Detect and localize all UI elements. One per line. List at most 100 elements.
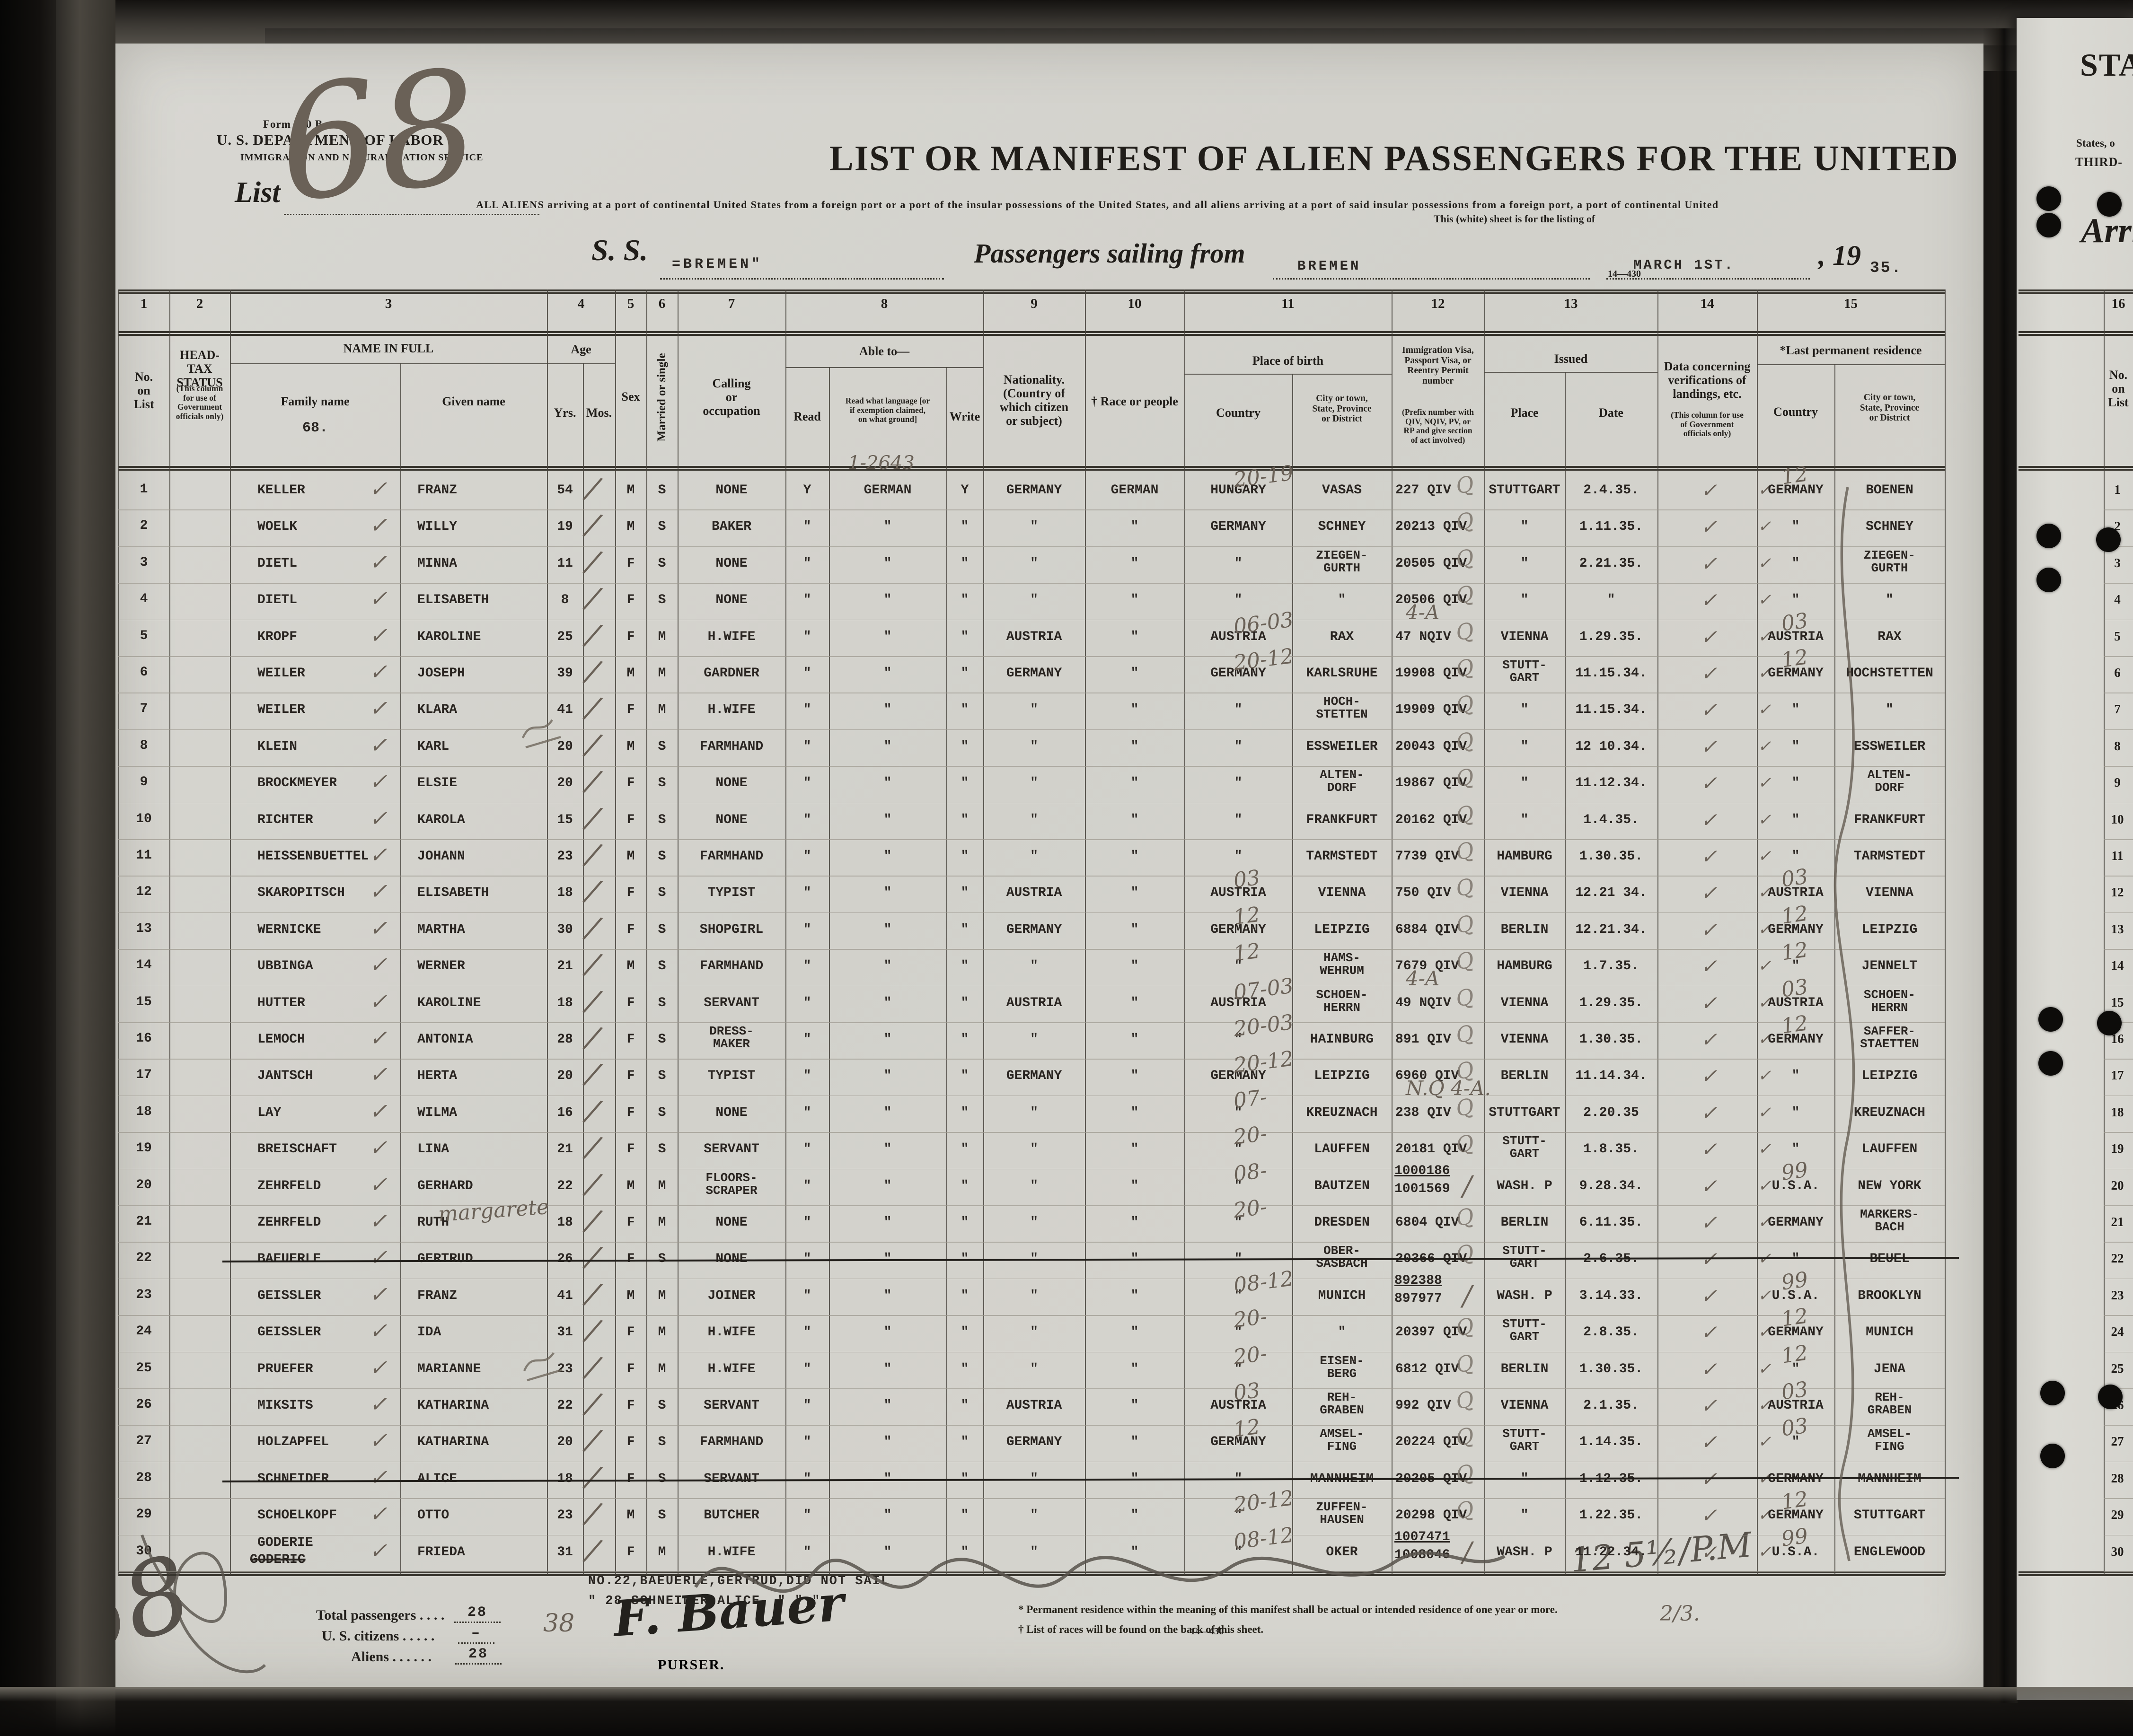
side-column-header: No. on List — [2108, 368, 2129, 409]
residence-city: FRANKFURT — [1853, 812, 1926, 827]
issued-date: 11.12.34. — [1575, 776, 1647, 791]
side-rule — [2018, 466, 2133, 468]
aliens-label: Aliens . . . . . . — [351, 1649, 432, 1665]
column-header: (This column for use of Government offic… — [176, 384, 224, 421]
side-row-separator — [2104, 839, 2133, 840]
side-row-separator — [2104, 1461, 2133, 1463]
side-row-separator — [2104, 1242, 2133, 1243]
column-header: HEAD-TAX STATUS — [176, 348, 223, 389]
pencil-check-verification: ✓ — [1701, 698, 1718, 722]
pencil-check-verification: ✓ — [1701, 515, 1718, 539]
birth-city: SCHNEY — [1318, 519, 1366, 535]
side-row-number: 25 — [2111, 1361, 2124, 1376]
side-row-number: 19 — [2111, 1141, 2124, 1156]
column-header: Read — [793, 410, 821, 423]
birth-country: " — [1234, 849, 1243, 864]
row-separator — [118, 1059, 1945, 1060]
punch-hole — [2097, 192, 2122, 217]
subtitle-line1: ALL ALIENS arriving at a port of contine… — [476, 199, 1719, 210]
visa-number: 19909 QIV — [1395, 702, 1467, 718]
scan-edge-left-inner — [56, 0, 115, 1736]
pencil-check-verification: ✓ — [1701, 772, 1718, 795]
residence-country: AUSTRIA — [1768, 886, 1824, 901]
family-name: WOELK — [257, 519, 298, 535]
punch-hole — [2036, 568, 2061, 592]
header-bottom-rule — [118, 466, 1945, 468]
pencil-check-name: ✓ — [369, 842, 388, 868]
race-or-people: " — [1130, 666, 1139, 681]
column-rule — [946, 367, 947, 1575]
visa-number: 227 QIV — [1395, 483, 1451, 498]
sex: M — [626, 483, 635, 498]
row-separator — [118, 839, 1945, 840]
side-row-separator — [2104, 1534, 2133, 1536]
given-name: JOHANN — [417, 849, 465, 864]
punch-hole — [2098, 1385, 2123, 1409]
nationality: GERMANY — [1006, 483, 1062, 498]
column-number: 1 — [140, 296, 148, 311]
pencil-note-language: 1-2643 — [848, 452, 915, 474]
ship-name: =BREMEN" — [672, 256, 763, 272]
side-row-separator — [2104, 583, 2133, 584]
row-separator — [118, 1498, 1945, 1499]
residence-city: BOENEN — [1866, 483, 1913, 498]
column-header: † Race or people — [1091, 395, 1178, 408]
column-header: Country — [1773, 405, 1818, 419]
year-printed: , 19 — [1818, 240, 1861, 271]
manifest-sheet — [115, 44, 1983, 1689]
scan-edge-bottom — [0, 1687, 2133, 1736]
column-rule — [785, 289, 786, 1575]
able-to-write: Y — [961, 483, 969, 498]
able-to-read: " — [803, 739, 811, 754]
issued-place: " — [1520, 812, 1529, 827]
pencil-check-residence: ✓ — [1758, 517, 1772, 536]
pencil-check-verification: ✓ — [1701, 588, 1718, 612]
row-separator — [118, 656, 1945, 657]
table-top-rule — [118, 289, 1945, 291]
list-label: List — [235, 176, 281, 209]
visa-number: 47 NQIV — [1395, 629, 1451, 644]
pencil-check-name: ✓ — [369, 695, 388, 721]
able-to-write: " — [961, 702, 969, 718]
residence-country: " — [1791, 739, 1800, 754]
birth-country: " — [1234, 556, 1243, 571]
us-citizens-value: – — [458, 1625, 495, 1644]
row-separator — [118, 1132, 1945, 1133]
column-header: Country — [1216, 406, 1260, 420]
row-separator — [118, 802, 1945, 804]
column-rule — [1484, 289, 1485, 1575]
pencil-check-name: ✓ — [369, 622, 388, 648]
race-or-people: " — [1130, 702, 1139, 718]
column-header: Place of birth — [1252, 354, 1324, 368]
sex: M — [626, 519, 635, 535]
able-to-read: " — [803, 812, 811, 827]
birth-city: HOCH- STETTEN — [1316, 694, 1368, 722]
subtitle-line2: This (white) sheet is for the listing of — [1434, 213, 1595, 225]
residence-city: SCHNEY — [1866, 519, 1913, 535]
able-to-read: " — [803, 519, 811, 535]
pencil-check-residence: ✓ — [1758, 481, 1772, 500]
service-title: IMMIGRATION AND NATURALIZATION SERVICE — [240, 152, 484, 163]
residence-country: GERMANY — [1768, 666, 1824, 681]
family-name: BROCKMEYER — [257, 776, 337, 791]
residence-city: " — [1886, 702, 1894, 718]
pencil-check-residence: ✓ — [1758, 810, 1772, 829]
pencil-check-residence: ✓ — [1758, 736, 1772, 756]
ship-name-line — [660, 278, 944, 280]
port-line — [1273, 278, 1590, 280]
race-or-people: " — [1130, 812, 1139, 827]
read-language: " — [883, 519, 892, 535]
birth-city: " — [1338, 593, 1346, 608]
punch-hole — [2036, 186, 2061, 211]
able-to-write: " — [961, 629, 969, 644]
column-number: 8 — [881, 296, 888, 311]
occupation: NONE — [715, 556, 748, 571]
residence-country: " — [1791, 849, 1800, 864]
pencil-check-name: ✓ — [369, 805, 388, 831]
issued-place: VIENNA — [1500, 629, 1549, 644]
married-or-single: M — [658, 702, 666, 718]
row-separator — [118, 1278, 1945, 1280]
side-row-separator — [2104, 656, 2133, 657]
side-row-separator — [2104, 802, 2133, 804]
